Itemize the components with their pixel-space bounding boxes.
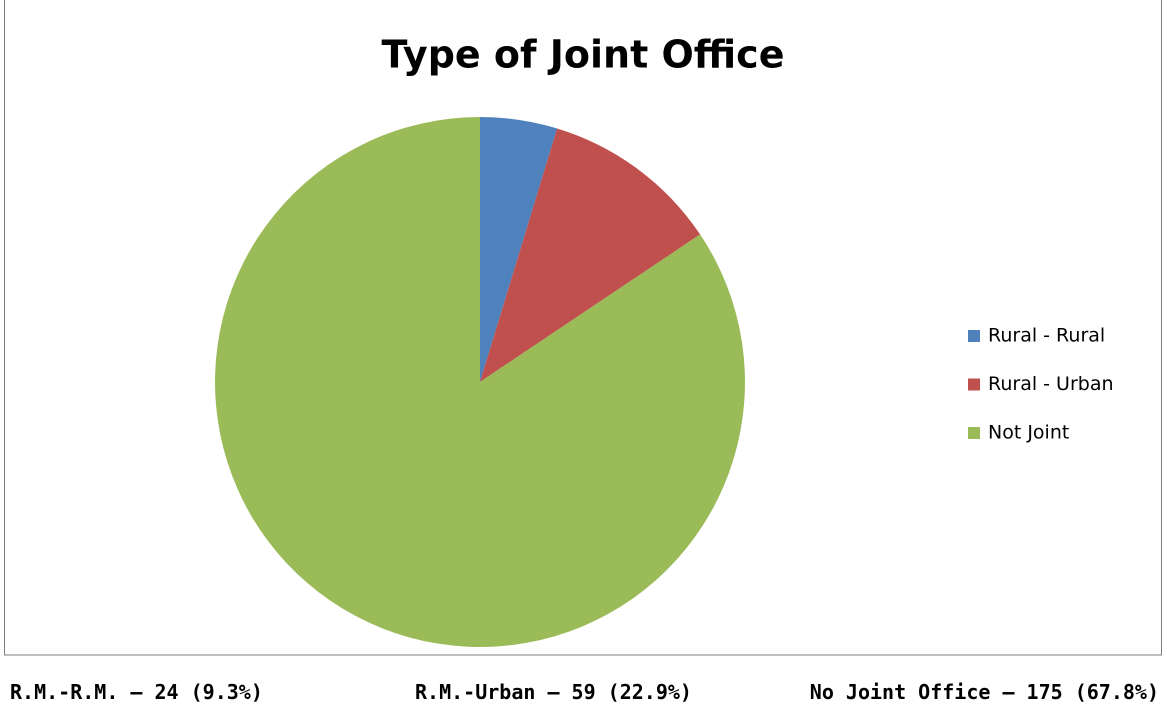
caption: No Joint Office – 175 (67.8%) bbox=[809, 680, 1159, 704]
pie-slice bbox=[215, 117, 745, 647]
legend-swatch bbox=[968, 330, 980, 342]
chart: Type of Joint Office Rural - Rural Rural … bbox=[4, 0, 1162, 656]
legend-swatch bbox=[968, 427, 980, 439]
legend-label: Not Joint bbox=[988, 422, 1069, 444]
legend-swatch bbox=[968, 378, 980, 391]
chart-title: Type of Joint Office bbox=[382, 33, 785, 77]
legend-label: Rural - Rural bbox=[988, 325, 1105, 347]
pie-slice bbox=[480, 117, 558, 382]
legend-label: Rural - Urban bbox=[988, 373, 1114, 395]
caption: R.M.-R.M. – 24 (9.3%) bbox=[10, 680, 263, 704]
caption: R.M.-Urban – 59 (22.9%) bbox=[415, 680, 692, 704]
pie-slice bbox=[480, 128, 701, 382]
